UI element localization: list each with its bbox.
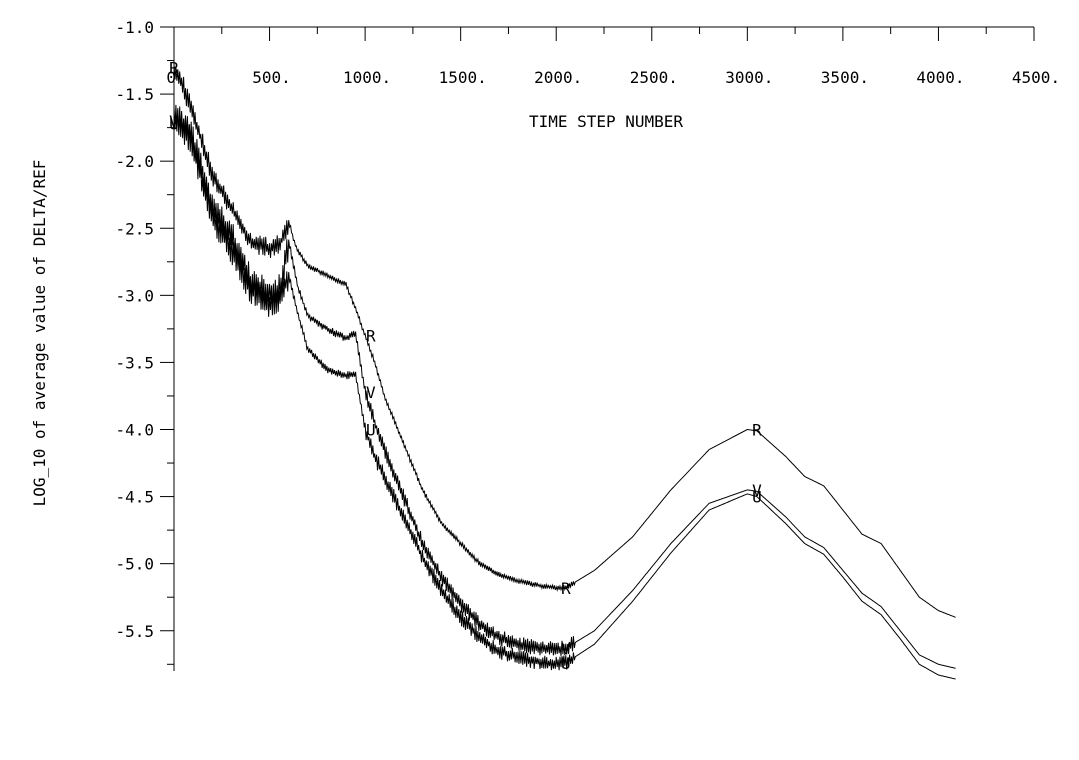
series-line-R bbox=[173, 63, 956, 618]
series-line-V bbox=[173, 104, 956, 669]
x-tick-label: 2500. bbox=[630, 68, 678, 87]
y-tick-label: -2.0 bbox=[115, 152, 154, 171]
y-tick-label: -2.5 bbox=[115, 219, 154, 238]
series-marker-V: V bbox=[169, 112, 179, 131]
y-tick-label: -3.0 bbox=[115, 286, 154, 305]
series-marker-R: R bbox=[752, 421, 762, 440]
x-tick-label: 4500. bbox=[1012, 68, 1060, 87]
x-tick-label: 1500. bbox=[439, 68, 487, 87]
series-marker-R: R bbox=[366, 327, 376, 346]
x-ticks bbox=[173, 27, 1035, 41]
series-marker-U: U bbox=[366, 421, 376, 440]
x-tick-label: 2000. bbox=[534, 68, 582, 87]
y-tick-label: -3.5 bbox=[115, 353, 154, 372]
series-layer bbox=[173, 63, 956, 680]
series-marker-V: V bbox=[561, 639, 571, 658]
series-marker-V: V bbox=[752, 481, 762, 500]
y-tick-label: -5.0 bbox=[115, 555, 154, 574]
y-tick-label: -4.5 bbox=[115, 488, 154, 507]
x-tick-label: 3500. bbox=[821, 68, 869, 87]
series-line-U bbox=[173, 108, 956, 680]
series-marker-U: U bbox=[752, 488, 762, 507]
y-axis-title: LOG_10 of average value of DELTA/REF bbox=[30, 160, 49, 507]
series-marker-U: U bbox=[561, 654, 571, 673]
series-marker-R: R bbox=[561, 579, 571, 598]
y-tick-label: -1.5 bbox=[115, 85, 154, 104]
x-axis-title: TIME STEP NUMBER bbox=[529, 112, 683, 131]
series-marker-U: U bbox=[169, 115, 179, 134]
y-tick-label: -5.5 bbox=[115, 622, 154, 641]
y-ticks bbox=[160, 26, 174, 665]
y-tick-label: -4.0 bbox=[115, 421, 154, 440]
x-tick-label: 1000. bbox=[343, 68, 391, 87]
y-tick-label: -1.0 bbox=[115, 18, 154, 37]
x-tick-label: 4000. bbox=[916, 68, 964, 87]
x-tick-label: 500. bbox=[252, 68, 291, 87]
x-tick-labels: 0. 500. 1000. 1500. 2000. 2500. 3000. 3500. 4000… bbox=[166, 68, 1060, 87]
series-marker-R: R bbox=[169, 58, 179, 77]
x-tick-label: 3000. bbox=[725, 68, 773, 87]
series-marker-V: V bbox=[366, 383, 376, 402]
y-tick-labels: -1.0 -1.5 -2.0 -2.5 -3.0 -3.5 -4.0 -4.5 -5.0 -5.5 bbox=[115, 18, 154, 641]
axes: 0. 500. 1000. 1500. 2000. 2500. 3000. 3500. 4000… bbox=[115, 18, 1060, 671]
